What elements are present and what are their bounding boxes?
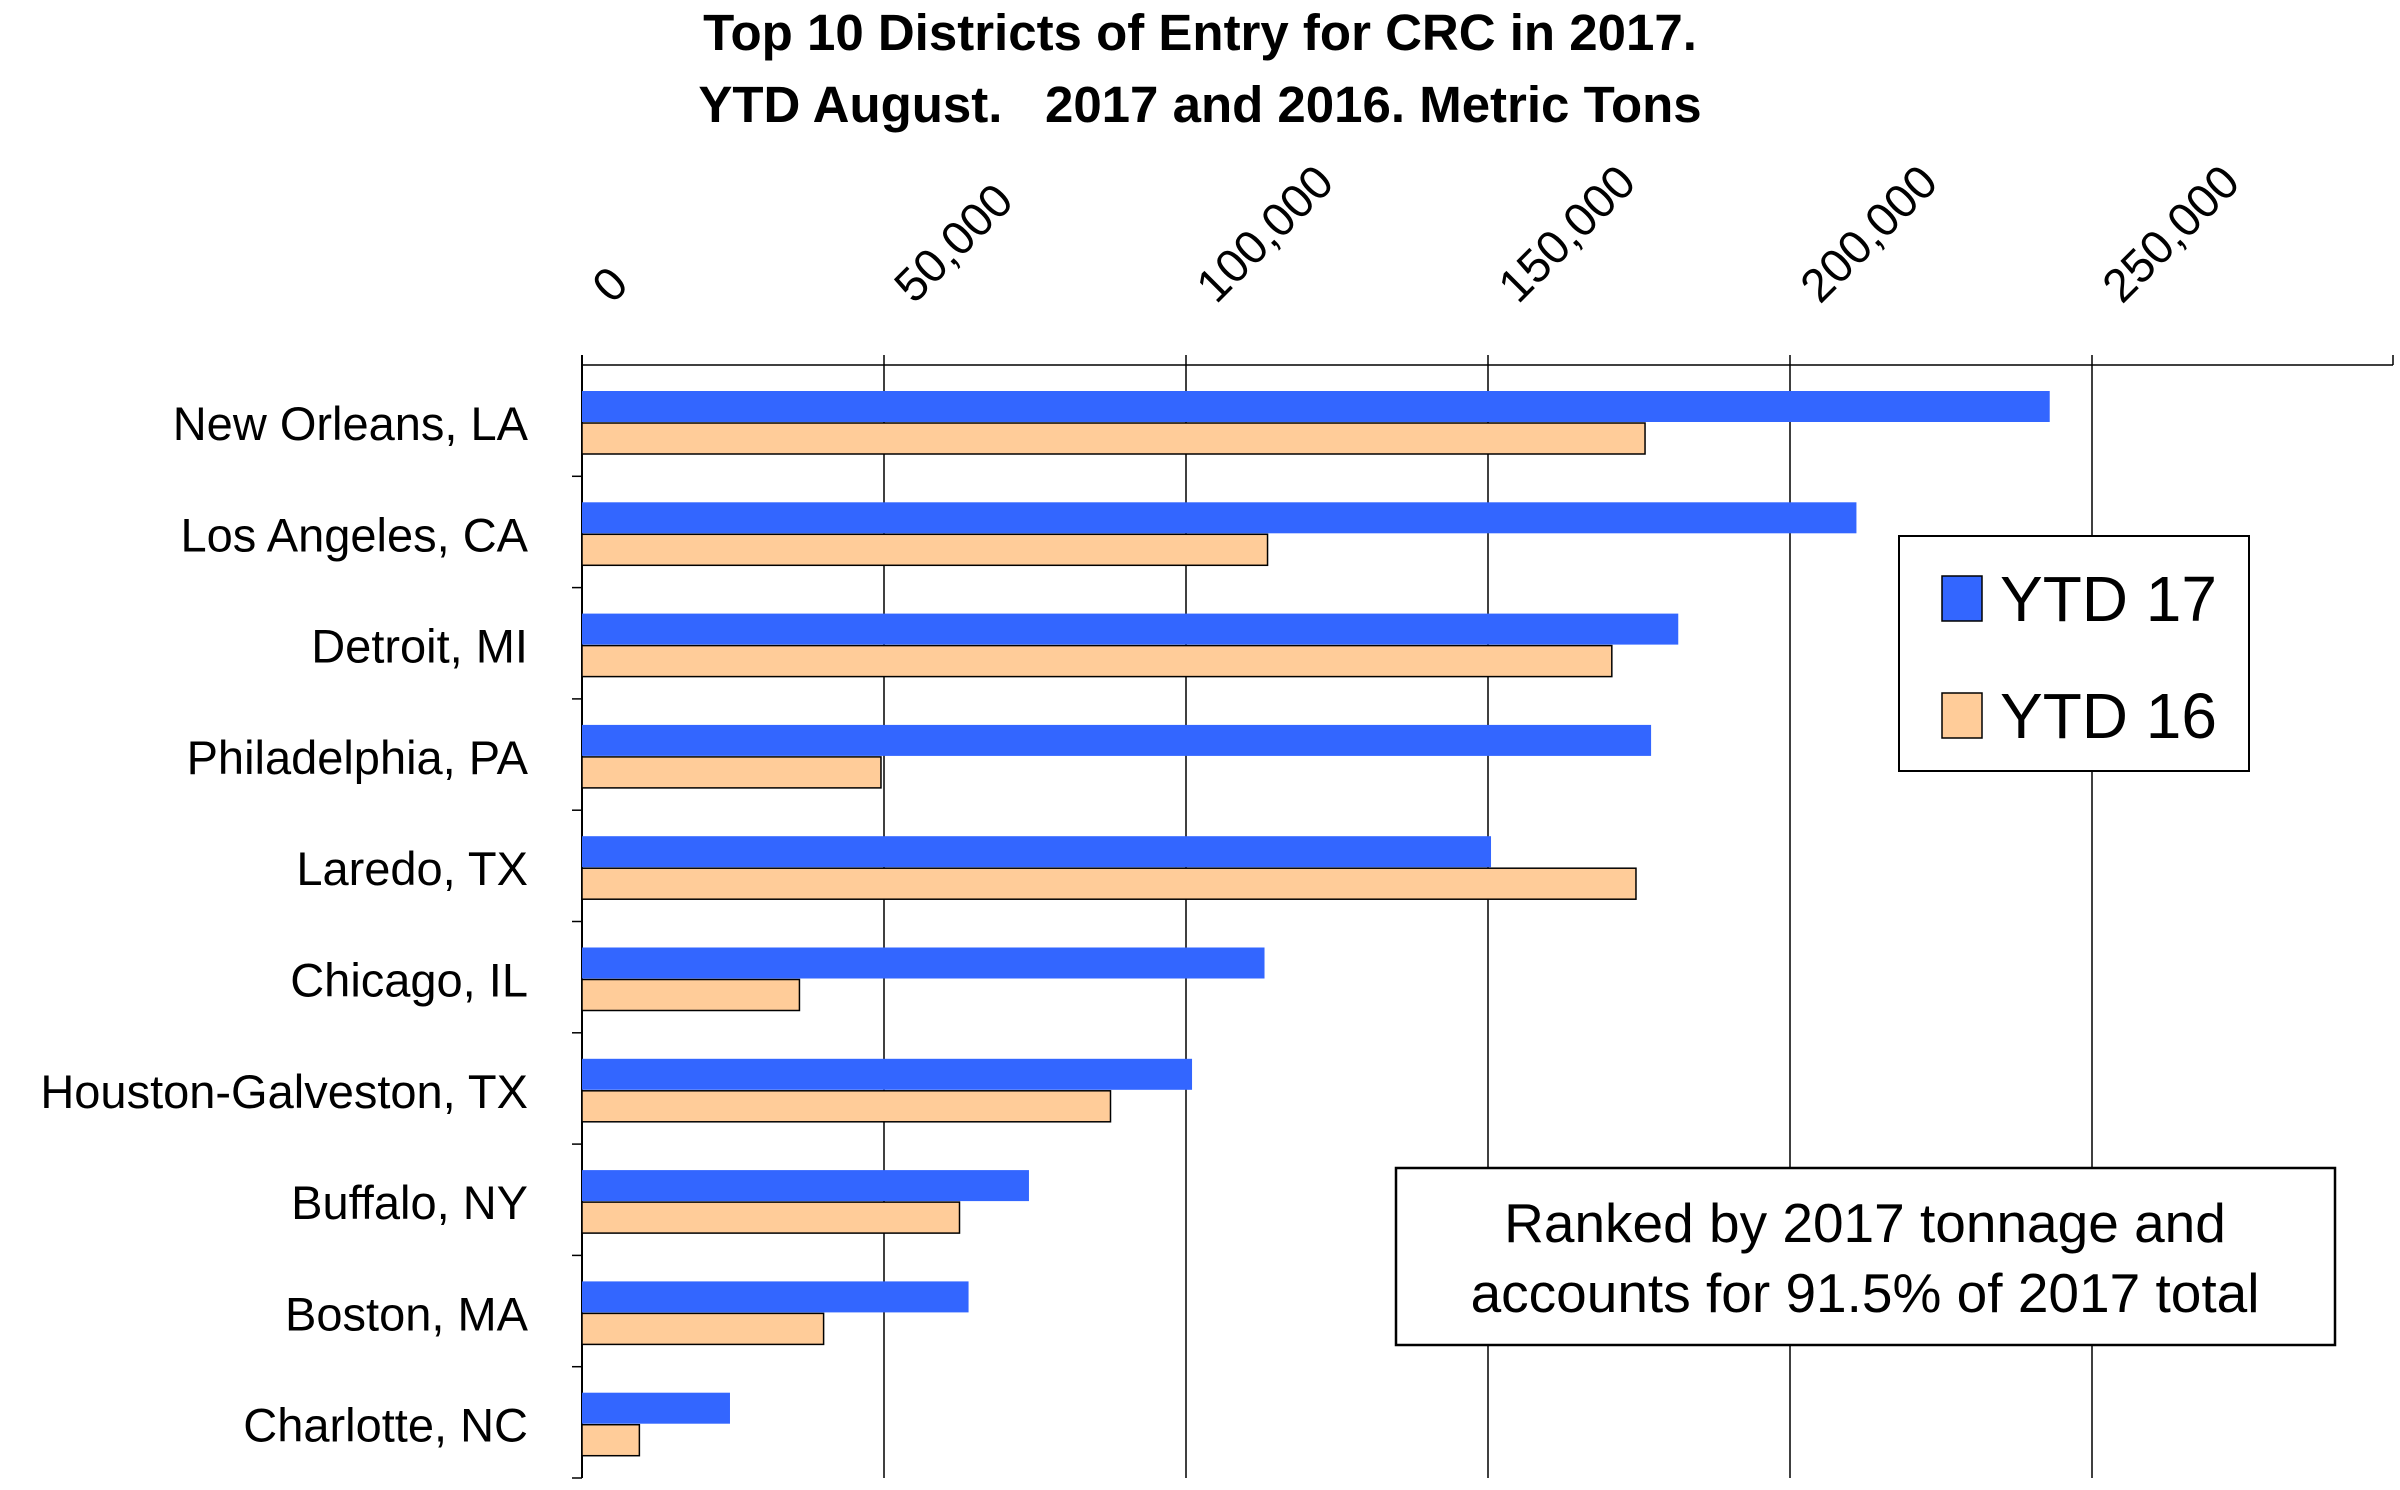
x-tick-label: 200,000 (1790, 154, 1948, 312)
bar-ytd-17-laredo-tx (582, 836, 1492, 868)
bar-ytd-16-buffalo-ny (581, 1201, 961, 1234)
category-label: Houston-Galveston, TX (40, 1065, 528, 1118)
bar-ytd-17-philadelphia-pa (582, 724, 1652, 756)
legend-label-ytd-16: YTD 16 (2000, 680, 2217, 752)
annotation-line-2: accounts for 91.5% of 2017 total (1471, 1262, 2260, 1324)
category-label: Boston, MA (285, 1287, 529, 1340)
bar-ytd-17-charlotte-nc (582, 1392, 730, 1424)
chart-subtitle: YTD August. 2017 and 2016. Metric Tons (698, 76, 1701, 133)
bar-ytd-17-buffalo-ny (582, 1170, 1029, 1202)
legend-label-ytd-17: YTD 17 (2000, 563, 2217, 635)
category-label: New Orleans, LA (173, 397, 529, 450)
category-label: Laredo, TX (296, 842, 528, 895)
annotation-line-1: Ranked by 2017 tonnage and (1504, 1192, 2226, 1254)
category-label: Detroit, MI (311, 620, 528, 673)
category-label: Chicago, IL (290, 954, 528, 1007)
legend-swatch-ytd-16 (1941, 692, 1983, 739)
legend: YTD 17 YTD 16 (1898, 535, 2250, 772)
x-tick-label: 0 (582, 256, 638, 312)
annotation-border (1394, 1166, 2337, 1347)
bar-ytd-16-detroit-mi (581, 644, 1613, 678)
bar-ytd-16-laredo-tx (581, 867, 1637, 900)
bar-ytd-16-chicago-il (581, 978, 801, 1012)
category-label: Charlotte, NC (243, 1399, 528, 1452)
category-label: Philadelphia, PA (187, 731, 529, 784)
category-label: Los Angeles, CA (181, 508, 529, 561)
legend-swatch-ytd-17 (1941, 575, 1983, 622)
bar-ytd-16-boston-ma (581, 1312, 825, 1346)
x-tick-label: 50,000 (884, 173, 1023, 312)
bar-ytd-16-philadelphia-pa (581, 756, 882, 789)
bar-ytd-17-boston-ma (582, 1281, 969, 1313)
bar-ytd-16-houston-galveston-tx (581, 1090, 1112, 1123)
bar-ytd-17-houston-galveston-tx (582, 1058, 1193, 1090)
bar-ytd-16-new-orleans-la (581, 422, 1646, 455)
bar-ytd-16-charlotte-nc (581, 1423, 641, 1457)
x-tick-label: 250,000 (2092, 154, 2250, 312)
x-tick-label: 100,000 (1186, 154, 1344, 312)
x-tick-label: 150,000 (1488, 154, 1646, 312)
category-label: Buffalo, NY (291, 1176, 528, 1229)
bar-ytd-16-los-angeles-ca (581, 533, 1269, 567)
bar-ytd-17-los-angeles-ca (582, 502, 1857, 534)
bar-ytd-17-detroit-mi (582, 613, 1679, 645)
bar-ytd-17-new-orleans-la (582, 391, 2050, 422)
bar-ytd-17-chicago-il (582, 947, 1265, 979)
chart-title: Top 10 Districts of Entry for CRC in 201… (703, 4, 1697, 61)
annotation-box: Ranked by 2017 tonnage and accounts for … (1394, 1166, 2337, 1347)
